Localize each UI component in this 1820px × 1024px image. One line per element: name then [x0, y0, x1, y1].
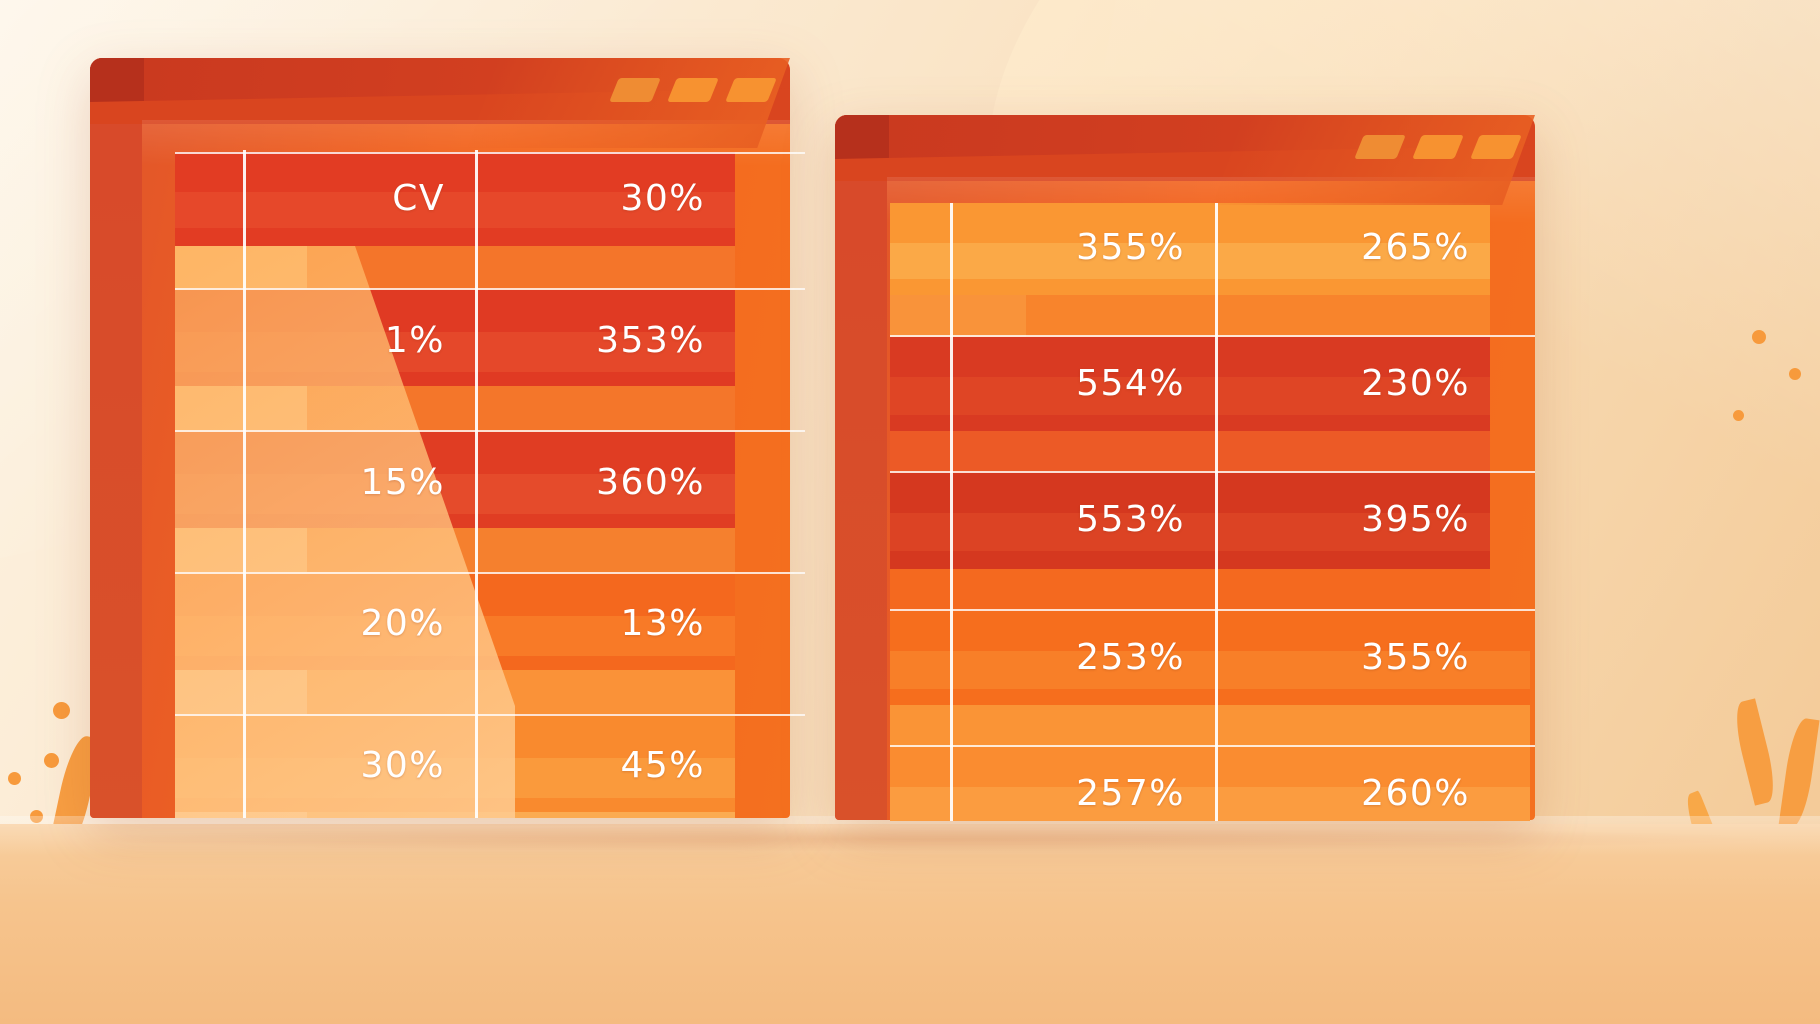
minimize-control-icon[interactable]: [1354, 135, 1406, 159]
background-floor: [0, 824, 1820, 1024]
cell-label: 20%: [360, 603, 445, 644]
table-row[interactable]: 30%: [243, 745, 475, 786]
table-row[interactable]: 395%: [1215, 499, 1500, 540]
right-window-side-rail: [835, 115, 887, 820]
table-column-divider-left: [950, 203, 953, 821]
row-gap-1: [890, 295, 1490, 337]
minimize-control-icon[interactable]: [609, 78, 661, 102]
cell-value: 360%: [596, 462, 705, 503]
table-row[interactable]: 13%: [475, 603, 735, 644]
table-row[interactable]: 260%: [1215, 773, 1500, 814]
maximize-control-icon[interactable]: [667, 78, 719, 102]
table-row[interactable]: 355%: [950, 227, 1215, 268]
table-row[interactable]: 554%: [950, 363, 1215, 404]
table-row-divider-2: [175, 430, 805, 432]
left-window-table: CV 30% 1% 353% 15% 360% 20% 13% 30% 45%: [175, 150, 805, 818]
right-window-titlebar-accent: [835, 115, 889, 181]
cell-label: 253%: [1076, 637, 1185, 678]
cell-value: 230%: [1361, 363, 1470, 404]
close-control-icon[interactable]: [1470, 135, 1522, 159]
cell-value: 13%: [620, 603, 705, 644]
cell-label: 1%: [384, 320, 445, 361]
table-row[interactable]: 553%: [950, 499, 1215, 540]
row-gap-3: [890, 569, 1490, 611]
cell-value: 355%: [1361, 637, 1470, 678]
cell-value: 353%: [596, 320, 705, 361]
table-row[interactable]: 353%: [475, 320, 735, 361]
table-row-divider-1: [890, 335, 1535, 337]
cell-value: 30%: [620, 178, 705, 219]
right-window-control-band: [1212, 115, 1535, 205]
row-gap-2: [890, 431, 1490, 473]
left-window[interactable]: CV 30% 1% 353% 15% 360% 20% 13% 30% 45%: [90, 58, 805, 818]
cell-value: 395%: [1361, 499, 1470, 540]
cell-label: 15%: [360, 462, 445, 503]
dot-6: [1752, 330, 1766, 344]
cell-value: 265%: [1361, 227, 1470, 268]
table-row[interactable]: 257%: [950, 773, 1215, 814]
dot-7: [1789, 368, 1801, 380]
table-row[interactable]: 253%: [950, 637, 1215, 678]
cell-label: 554%: [1076, 363, 1185, 404]
table-row[interactable]: 1%: [243, 320, 475, 361]
row-gap-1-light: [890, 295, 1026, 337]
left-window-controls[interactable]: [609, 78, 777, 102]
cell-label: CV: [392, 178, 445, 219]
row-gap-4: [890, 705, 1530, 747]
table-column-divider-left: [243, 150, 246, 818]
cell-label: 257%: [1076, 773, 1185, 814]
dot-3: [8, 772, 21, 785]
table-column-divider-right: [1215, 203, 1218, 821]
maximize-control-icon[interactable]: [1412, 135, 1464, 159]
cell-label: 355%: [1076, 227, 1185, 268]
table-row[interactable]: 15%: [243, 462, 475, 503]
left-window-titlebar-accent: [90, 58, 144, 124]
dot-1: [53, 702, 70, 719]
cell-value: 260%: [1361, 773, 1470, 814]
table-row[interactable]: 355%: [1215, 637, 1500, 678]
table-column-divider-right: [475, 150, 478, 818]
table-row-divider-4: [890, 745, 1535, 747]
table-row[interactable]: 45%: [475, 745, 735, 786]
table-row-divider-4: [175, 714, 805, 716]
dot-8: [1733, 410, 1744, 421]
table-row[interactable]: 265%: [1215, 227, 1500, 268]
background-floor-highlight: [0, 816, 1820, 856]
cell-value: 45%: [620, 745, 705, 786]
cell-label: 553%: [1076, 499, 1185, 540]
close-control-icon[interactable]: [725, 78, 777, 102]
table-row[interactable]: 360%: [475, 462, 735, 503]
table-row-divider-1: [175, 288, 805, 290]
dot-4: [30, 810, 43, 823]
table-row[interactable]: 230%: [1215, 363, 1500, 404]
table-row[interactable]: CV: [243, 178, 475, 219]
table-row-divider-3: [175, 572, 805, 574]
table-row[interactable]: 30%: [475, 178, 735, 219]
cell-label: 30%: [360, 745, 445, 786]
table-row-divider-3: [890, 609, 1535, 611]
window-ground-shadow: [60, 826, 1780, 852]
right-window-controls[interactable]: [1354, 135, 1522, 159]
left-window-control-band: [467, 58, 790, 148]
table-row-divider-0: [175, 152, 805, 154]
table-row-divider-2: [890, 471, 1535, 473]
left-window-side-rail: [90, 58, 142, 818]
dot-2: [44, 753, 59, 768]
right-window-table: 355% 265% 554% 230% 553% 395% 253% 355% …: [890, 203, 1535, 821]
right-window[interactable]: 355% 265% 554% 230% 553% 395% 253% 355% …: [835, 115, 1535, 821]
table-row[interactable]: 20%: [243, 603, 475, 644]
